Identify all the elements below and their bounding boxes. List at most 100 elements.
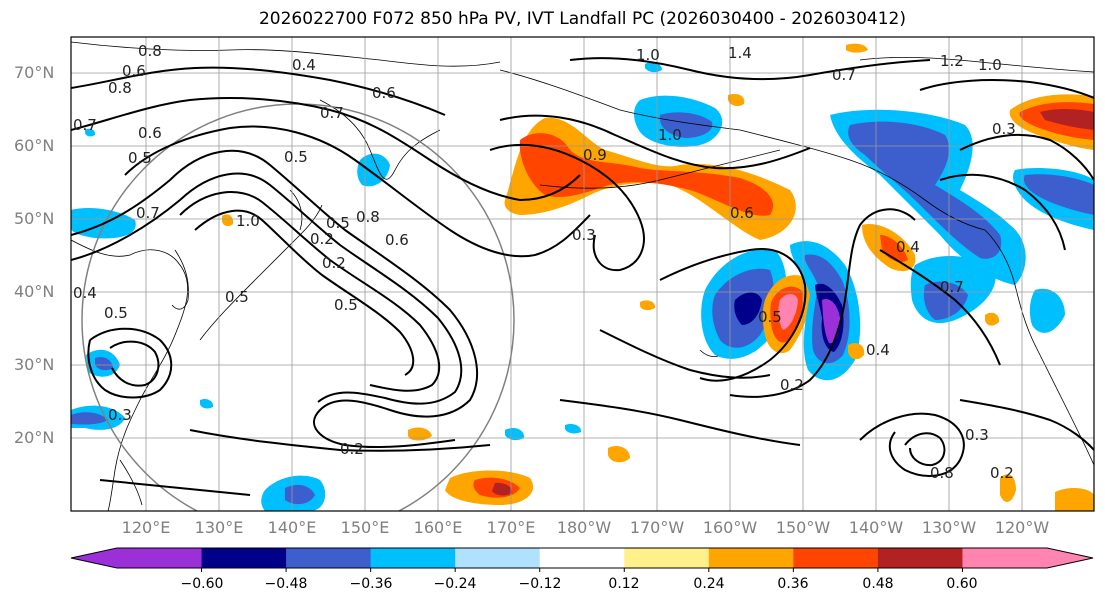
neg-anomaly-small-1: [505, 427, 525, 441]
contour-label: 0.2: [990, 464, 1014, 482]
colorbar-segment: [286, 548, 372, 568]
neg-anomaly-gulf-alaska-core: [848, 121, 1002, 259]
pos-anomaly-small-6: [728, 94, 745, 107]
contour-label: 0.8: [356, 208, 380, 226]
lon-label: 170°E: [486, 518, 536, 537]
neg-anomaly-south-west-core: [285, 484, 315, 505]
pv-contour: [71, 97, 581, 202]
lat-label: 30°N: [14, 355, 55, 374]
colorbar-outline: [70, 547, 1094, 569]
neg-anomaly-central-east-peak: [822, 299, 840, 344]
pv-contour: [99, 479, 251, 496]
arctic-islands-coast: [859, 56, 1094, 73]
lat-label: 40°N: [14, 282, 55, 301]
contour-label: 1.4: [728, 44, 752, 62]
pv-contour: [599, 329, 771, 379]
contour-label: 0.5: [225, 288, 249, 306]
neg-anomaly-south-china-core: [71, 412, 108, 425]
pos-anomaly-small-3: [640, 300, 656, 311]
contour-label: 1.0: [636, 46, 660, 64]
lat-label: 70°N: [14, 63, 55, 82]
contour-label: 0.4: [896, 238, 920, 256]
pos-anomaly-small-8: [848, 343, 865, 360]
contour-label: 0.3: [992, 120, 1016, 138]
alaska-coast: [499, 69, 986, 231]
contour-label: 0.7: [73, 116, 97, 134]
asia-coast: [71, 239, 188, 511]
colorbar-segment: [201, 548, 287, 568]
pos-anomaly-southeast-corner: [1055, 488, 1094, 511]
contour-label: 0.2: [322, 254, 346, 272]
contour-label: 0.6: [730, 204, 754, 222]
pv-contour: [124, 125, 591, 258]
contour-label: 0.8: [930, 464, 954, 482]
colorbar-segment: [877, 548, 963, 568]
colorbar-segment: [370, 548, 456, 568]
neg-anomaly-canada-core: [1023, 174, 1094, 215]
colorbar-tick-label: −0.24: [433, 576, 477, 592]
contour-label: 0.5: [128, 149, 152, 167]
lat-label: 20°N: [14, 428, 55, 447]
contour-label: 0.8: [108, 79, 132, 97]
pv-contour: [659, 248, 807, 382]
contour-label: 1.2: [940, 52, 964, 70]
contour-label: 0.3: [965, 426, 989, 444]
contour-label: 0.7: [320, 104, 344, 122]
map-area: 0.8 0.6 0.4 0.8 1.0 1.4 0.7 1.2 1.0 0.7 …: [71, 37, 1094, 511]
colorbar-segment: [455, 548, 541, 568]
contour-label: 0.9: [583, 146, 607, 164]
contour-labels: 0.8 0.6 0.4 0.8 1.0 1.4 0.7 1.2 1.0 0.7 …: [73, 42, 1016, 482]
pos-anomaly-small-2: [608, 446, 630, 463]
colorbar-segment: [117, 548, 203, 568]
lon-label: 120°E: [121, 518, 171, 537]
pv-contour: [87, 327, 173, 399]
pv-contour: [729, 208, 916, 398]
lon-label: 180°W: [556, 518, 612, 537]
contour-label: 0.3: [572, 226, 596, 244]
contour-label: 0.4: [292, 56, 316, 74]
pos-anomaly-small-5: [846, 43, 868, 53]
contour-label: 0.5: [284, 148, 308, 166]
pos-anomaly-small-4: [222, 214, 234, 227]
contour-label: 0.6: [138, 124, 162, 142]
gridlines: [71, 37, 1094, 511]
contour-label: 0.4: [866, 341, 890, 359]
pv-contour: [179, 191, 441, 392]
colorbar-segment: [624, 548, 710, 568]
colorbar-extend-high: [1047, 548, 1093, 568]
pv-contour: [499, 114, 811, 170]
neg-anomaly-small-5: [85, 128, 96, 137]
shaded-anomalies: [71, 43, 1094, 511]
colorbar-segments: [117, 548, 1048, 568]
pos-anomaly-north-pacific-core: [519, 133, 774, 216]
aleutians-coast: [539, 149, 781, 189]
map-title: 2026022700 F072 850 hPa PV, IVT Landfall…: [258, 9, 906, 29]
colorbar-tickmarks: [201, 568, 963, 572]
colorbar-tick-label: −0.60: [180, 576, 224, 592]
lon-label: 130°E: [194, 518, 244, 537]
colorbar-segment: [962, 548, 1048, 568]
neg-anomaly-kamchatka: [357, 153, 390, 187]
contour-label: 0.5: [334, 296, 358, 314]
colorbar-extend-low: [71, 548, 117, 568]
contour-label: 0.8: [138, 42, 162, 60]
contour-label: 0.2: [780, 376, 804, 394]
colorbar-segment: [708, 548, 794, 568]
neg-anomaly-east-mid-core: [923, 281, 968, 320]
pv-contours: [71, 57, 1094, 496]
contour-label: 0.6: [372, 84, 396, 102]
lon-label: 120°W: [994, 518, 1050, 537]
contour-label: 1.0: [658, 126, 682, 144]
colorbar-tick-label: 0.12: [608, 576, 640, 592]
pos-anomaly-small-1: [408, 427, 432, 441]
lon-label: 130°W: [921, 518, 977, 537]
colorbar-tick-label: −0.48: [264, 576, 308, 592]
pv-contour: [904, 432, 946, 467]
contour-label: 1.0: [978, 56, 1002, 74]
pv-contour: [194, 209, 415, 376]
pos-anomaly-far-northeast-peak: [1040, 109, 1094, 130]
pv-contour: [559, 399, 801, 446]
contour-label: 0.3: [108, 406, 132, 424]
contour-label: 0.5: [326, 214, 350, 232]
